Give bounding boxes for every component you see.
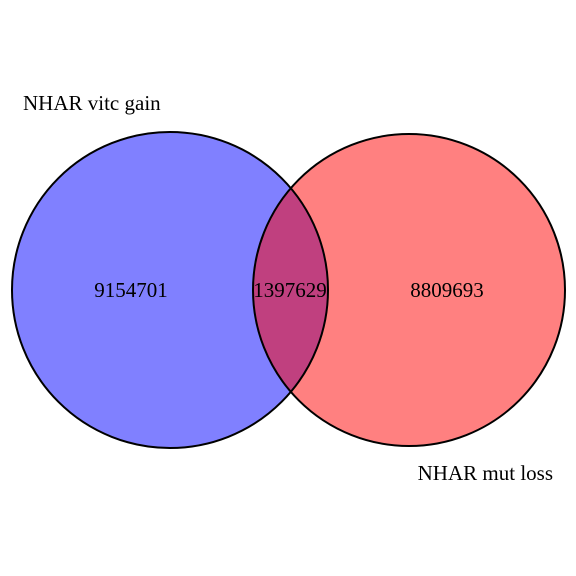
set-a-circle bbox=[12, 132, 328, 448]
set-b-label: NHAR mut loss bbox=[418, 461, 553, 485]
set-b-outline bbox=[252, 133, 566, 447]
set-a-outline bbox=[11, 131, 329, 449]
set-b-only-count: 8809693 bbox=[410, 278, 484, 302]
set-a-label: NHAR vitc gain bbox=[23, 91, 161, 115]
set-b-circle bbox=[253, 134, 565, 446]
overlap-count: 1397629 bbox=[253, 278, 327, 302]
set-a-only-count: 9154701 bbox=[94, 278, 168, 302]
